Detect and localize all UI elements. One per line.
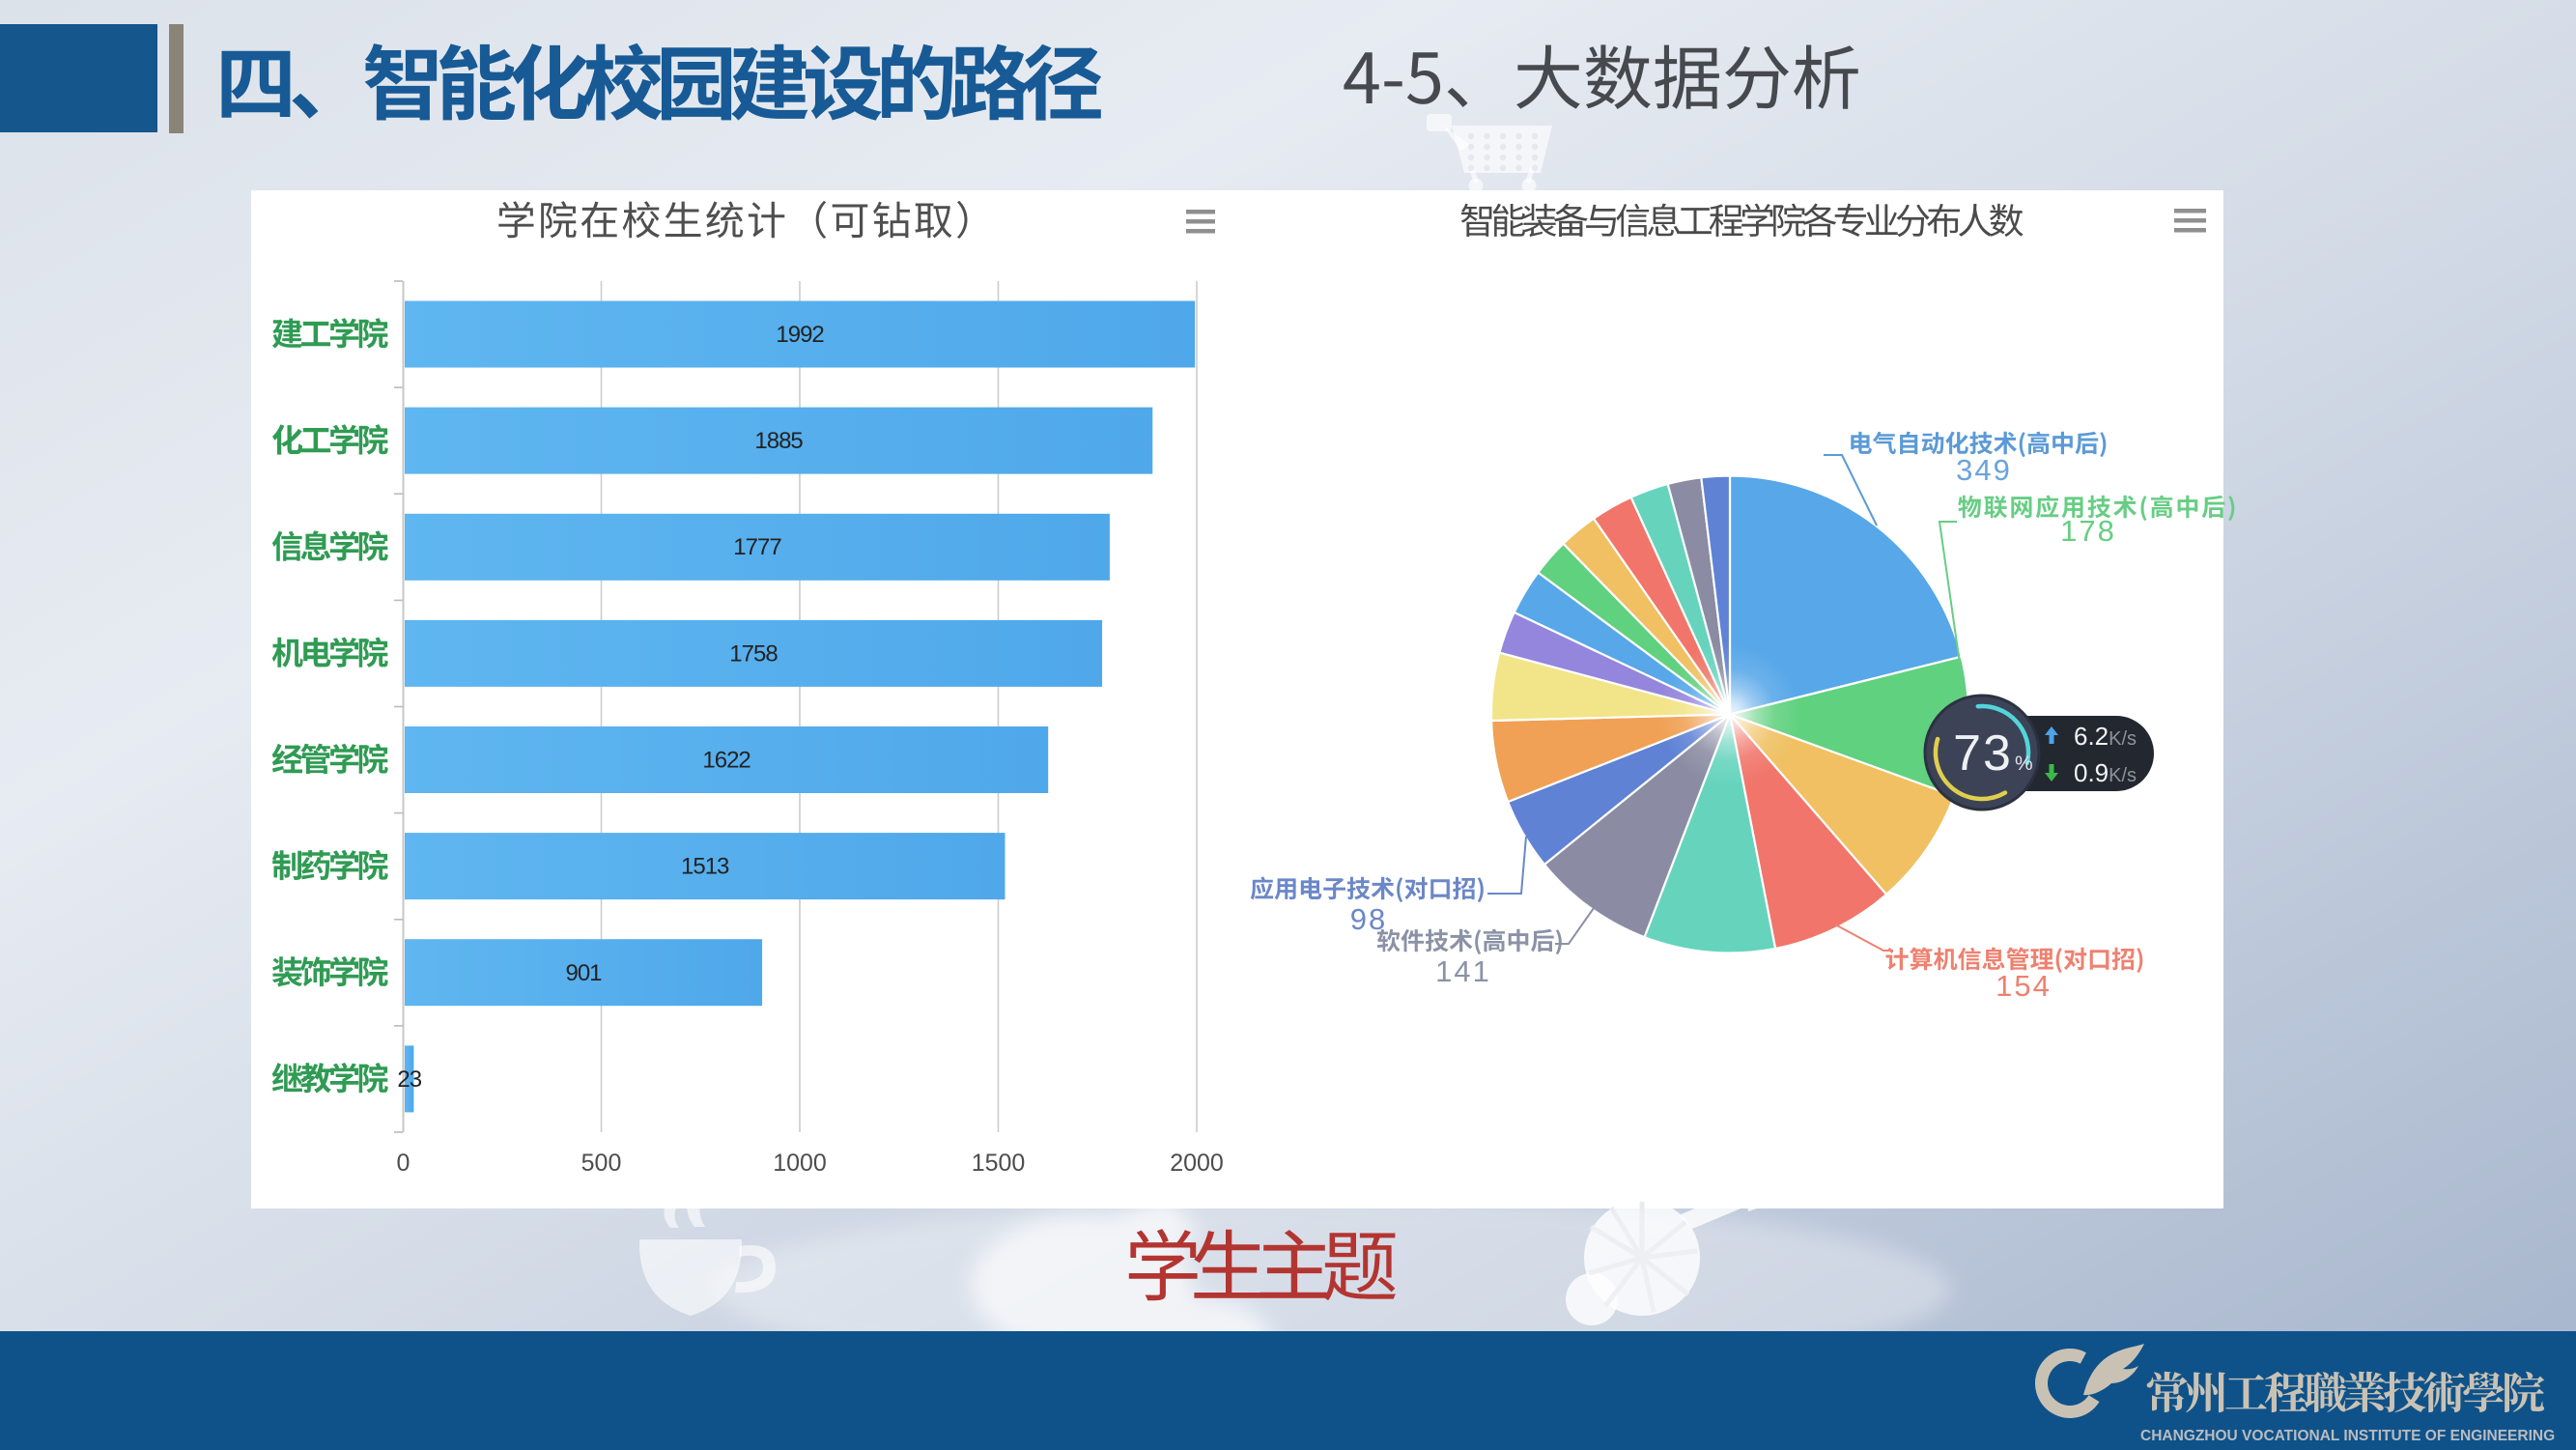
svg-text:500: 500 — [581, 1150, 622, 1177]
svg-text:901: 901 — [565, 960, 602, 986]
svg-text:1000: 1000 — [773, 1150, 827, 1177]
svg-text:1500: 1500 — [972, 1150, 1026, 1177]
svg-text:2000: 2000 — [1170, 1150, 1224, 1177]
svg-text:1758: 1758 — [729, 640, 778, 667]
svg-text:1622: 1622 — [702, 748, 750, 774]
svg-text:178: 178 — [2060, 514, 2116, 548]
svg-text:1885: 1885 — [754, 428, 803, 454]
svg-text:23: 23 — [397, 1066, 421, 1093]
svg-text:%: % — [2015, 753, 2033, 775]
svg-text:349: 349 — [1956, 453, 2012, 487]
svg-text:98: 98 — [1350, 902, 1387, 936]
svg-text:154: 154 — [1996, 969, 2052, 1003]
svg-text:0: 0 — [397, 1150, 410, 1177]
svg-text:141: 141 — [1435, 954, 1491, 988]
svg-text:1992: 1992 — [776, 322, 824, 348]
svg-text:1513: 1513 — [681, 854, 729, 880]
svg-text:1777: 1777 — [733, 534, 781, 560]
svg-text:73: 73 — [1953, 725, 2013, 782]
svg-text:CHANGZHOU VOCATIONAL INSTITUTE: CHANGZHOU VOCATIONAL INSTITUTE OF ENGINE… — [2140, 1428, 2555, 1444]
